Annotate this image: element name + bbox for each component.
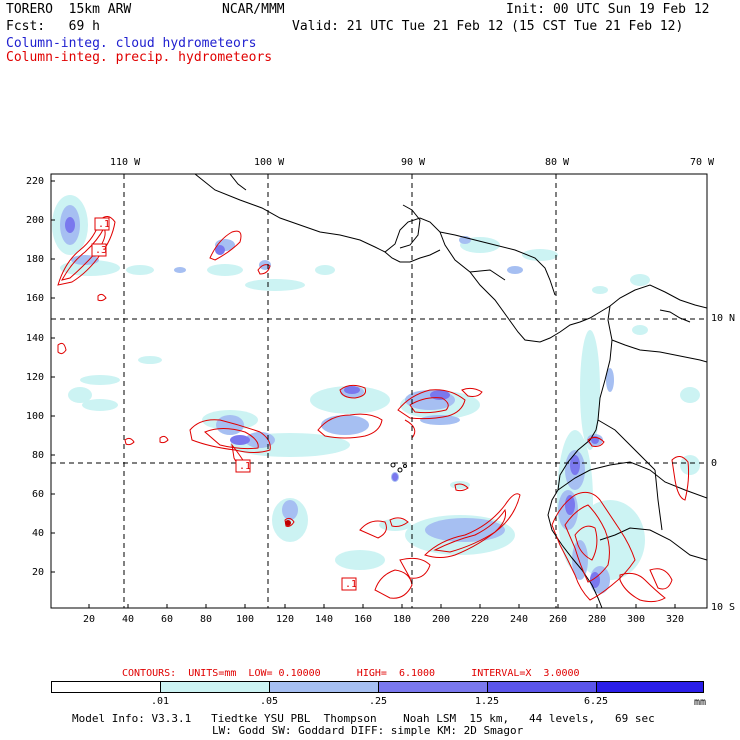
x-tick-label: 160: [354, 614, 373, 625]
x-tick-label: 180: [393, 614, 412, 625]
precip-legend-title: Column-integ. precip. hydrometeors: [6, 50, 273, 65]
lat-label: 10 N: [711, 313, 736, 324]
x-tick-label: 80: [200, 614, 213, 625]
forecast-hour: Fcst: 69 h: [6, 19, 100, 34]
x-tick-label: 140: [315, 614, 334, 625]
y-tick-label: 40: [32, 528, 45, 539]
colorbar-label: 1.25: [474, 696, 500, 707]
y-tick-label: 160: [26, 293, 45, 304]
colorbar-units: mm: [694, 697, 707, 708]
model-physics: LW: Godd SW: Goddard DIFF: simple KM: 2D…: [212, 724, 524, 737]
x-tick-label: 320: [666, 614, 685, 625]
colorbar-segment: [269, 681, 379, 693]
x-tick-label: 60: [161, 614, 174, 625]
x-tick-label: 200: [432, 614, 451, 625]
contour-label: .1: [239, 461, 252, 472]
lon-label: 90 W: [401, 157, 426, 168]
x-tick-label: 100: [236, 614, 255, 625]
y-tick-label: 180: [26, 254, 45, 265]
colorbar-label: .05: [259, 696, 279, 707]
contours-info: CONTOURS: UNITS=mm LOW= 0.10000 HIGH= 6.…: [122, 668, 580, 679]
axis-ticks: [51, 180, 676, 608]
contour-label: .3: [95, 245, 108, 256]
x-tick-label: 120: [276, 614, 295, 625]
init-time: Init: 00 UTC Sun 19 Feb 12: [506, 2, 710, 17]
plot-frame: [50, 173, 708, 609]
x-tick-label: 240: [510, 614, 529, 625]
colorbar-segment: [596, 681, 704, 693]
x-tick-label: 300: [627, 614, 646, 625]
y-tick-label: 120: [26, 372, 45, 383]
y-tick-label: 220: [26, 176, 45, 187]
cloud-legend-title: Column-integ. cloud hydrometeors: [6, 36, 257, 51]
x-tick-label: 260: [549, 614, 568, 625]
colorbar-segment: [160, 681, 270, 693]
model-title: TORERO 15km ARW: [6, 2, 132, 17]
lat-label: 0: [711, 458, 718, 469]
lon-label: 100 W: [254, 157, 285, 168]
lon-label: 80 W: [545, 157, 570, 168]
colorbar-segment: [487, 681, 597, 693]
lat-label: 10 S: [711, 602, 736, 613]
contour-label: .1: [98, 219, 111, 230]
y-tick-label: 140: [26, 333, 45, 344]
coastlines: [194, 174, 707, 608]
colorbar-segment: [51, 681, 161, 693]
colorbar-segment: [378, 681, 488, 693]
precip-contours: [57, 216, 690, 603]
center-name: NCAR/MMM: [222, 2, 285, 17]
lat-lon-grid: [51, 174, 707, 608]
contour-label-boxes: [91, 217, 357, 591]
y-tick-label: 60: [32, 489, 45, 500]
y-tick-label: 80: [32, 450, 45, 461]
x-tick-label: 40: [122, 614, 135, 625]
valid-time: Valid: 21 UTC Tue 21 Feb 12 (15 CST Tue …: [292, 19, 684, 34]
y-tick-label: 20: [32, 567, 45, 578]
y-tick-label: 100: [26, 411, 45, 422]
contour-label: .1: [345, 579, 358, 590]
y-tick-label: 200: [26, 215, 45, 226]
model-info: Model Info: V3.3.1 Tiedtke YSU PBL Thomp…: [72, 712, 655, 725]
colorbar-label: .25: [368, 696, 388, 707]
lon-label: 110 W: [110, 157, 141, 168]
lon-label: 70 W: [690, 157, 715, 168]
x-tick-label: 220: [471, 614, 490, 625]
colorbar-label: 6.25: [583, 696, 609, 707]
colorbar-label: .01: [150, 696, 170, 707]
x-tick-label: 280: [588, 614, 607, 625]
x-tick-label: 20: [83, 614, 96, 625]
cloud-shading-dark: [65, 217, 600, 588]
